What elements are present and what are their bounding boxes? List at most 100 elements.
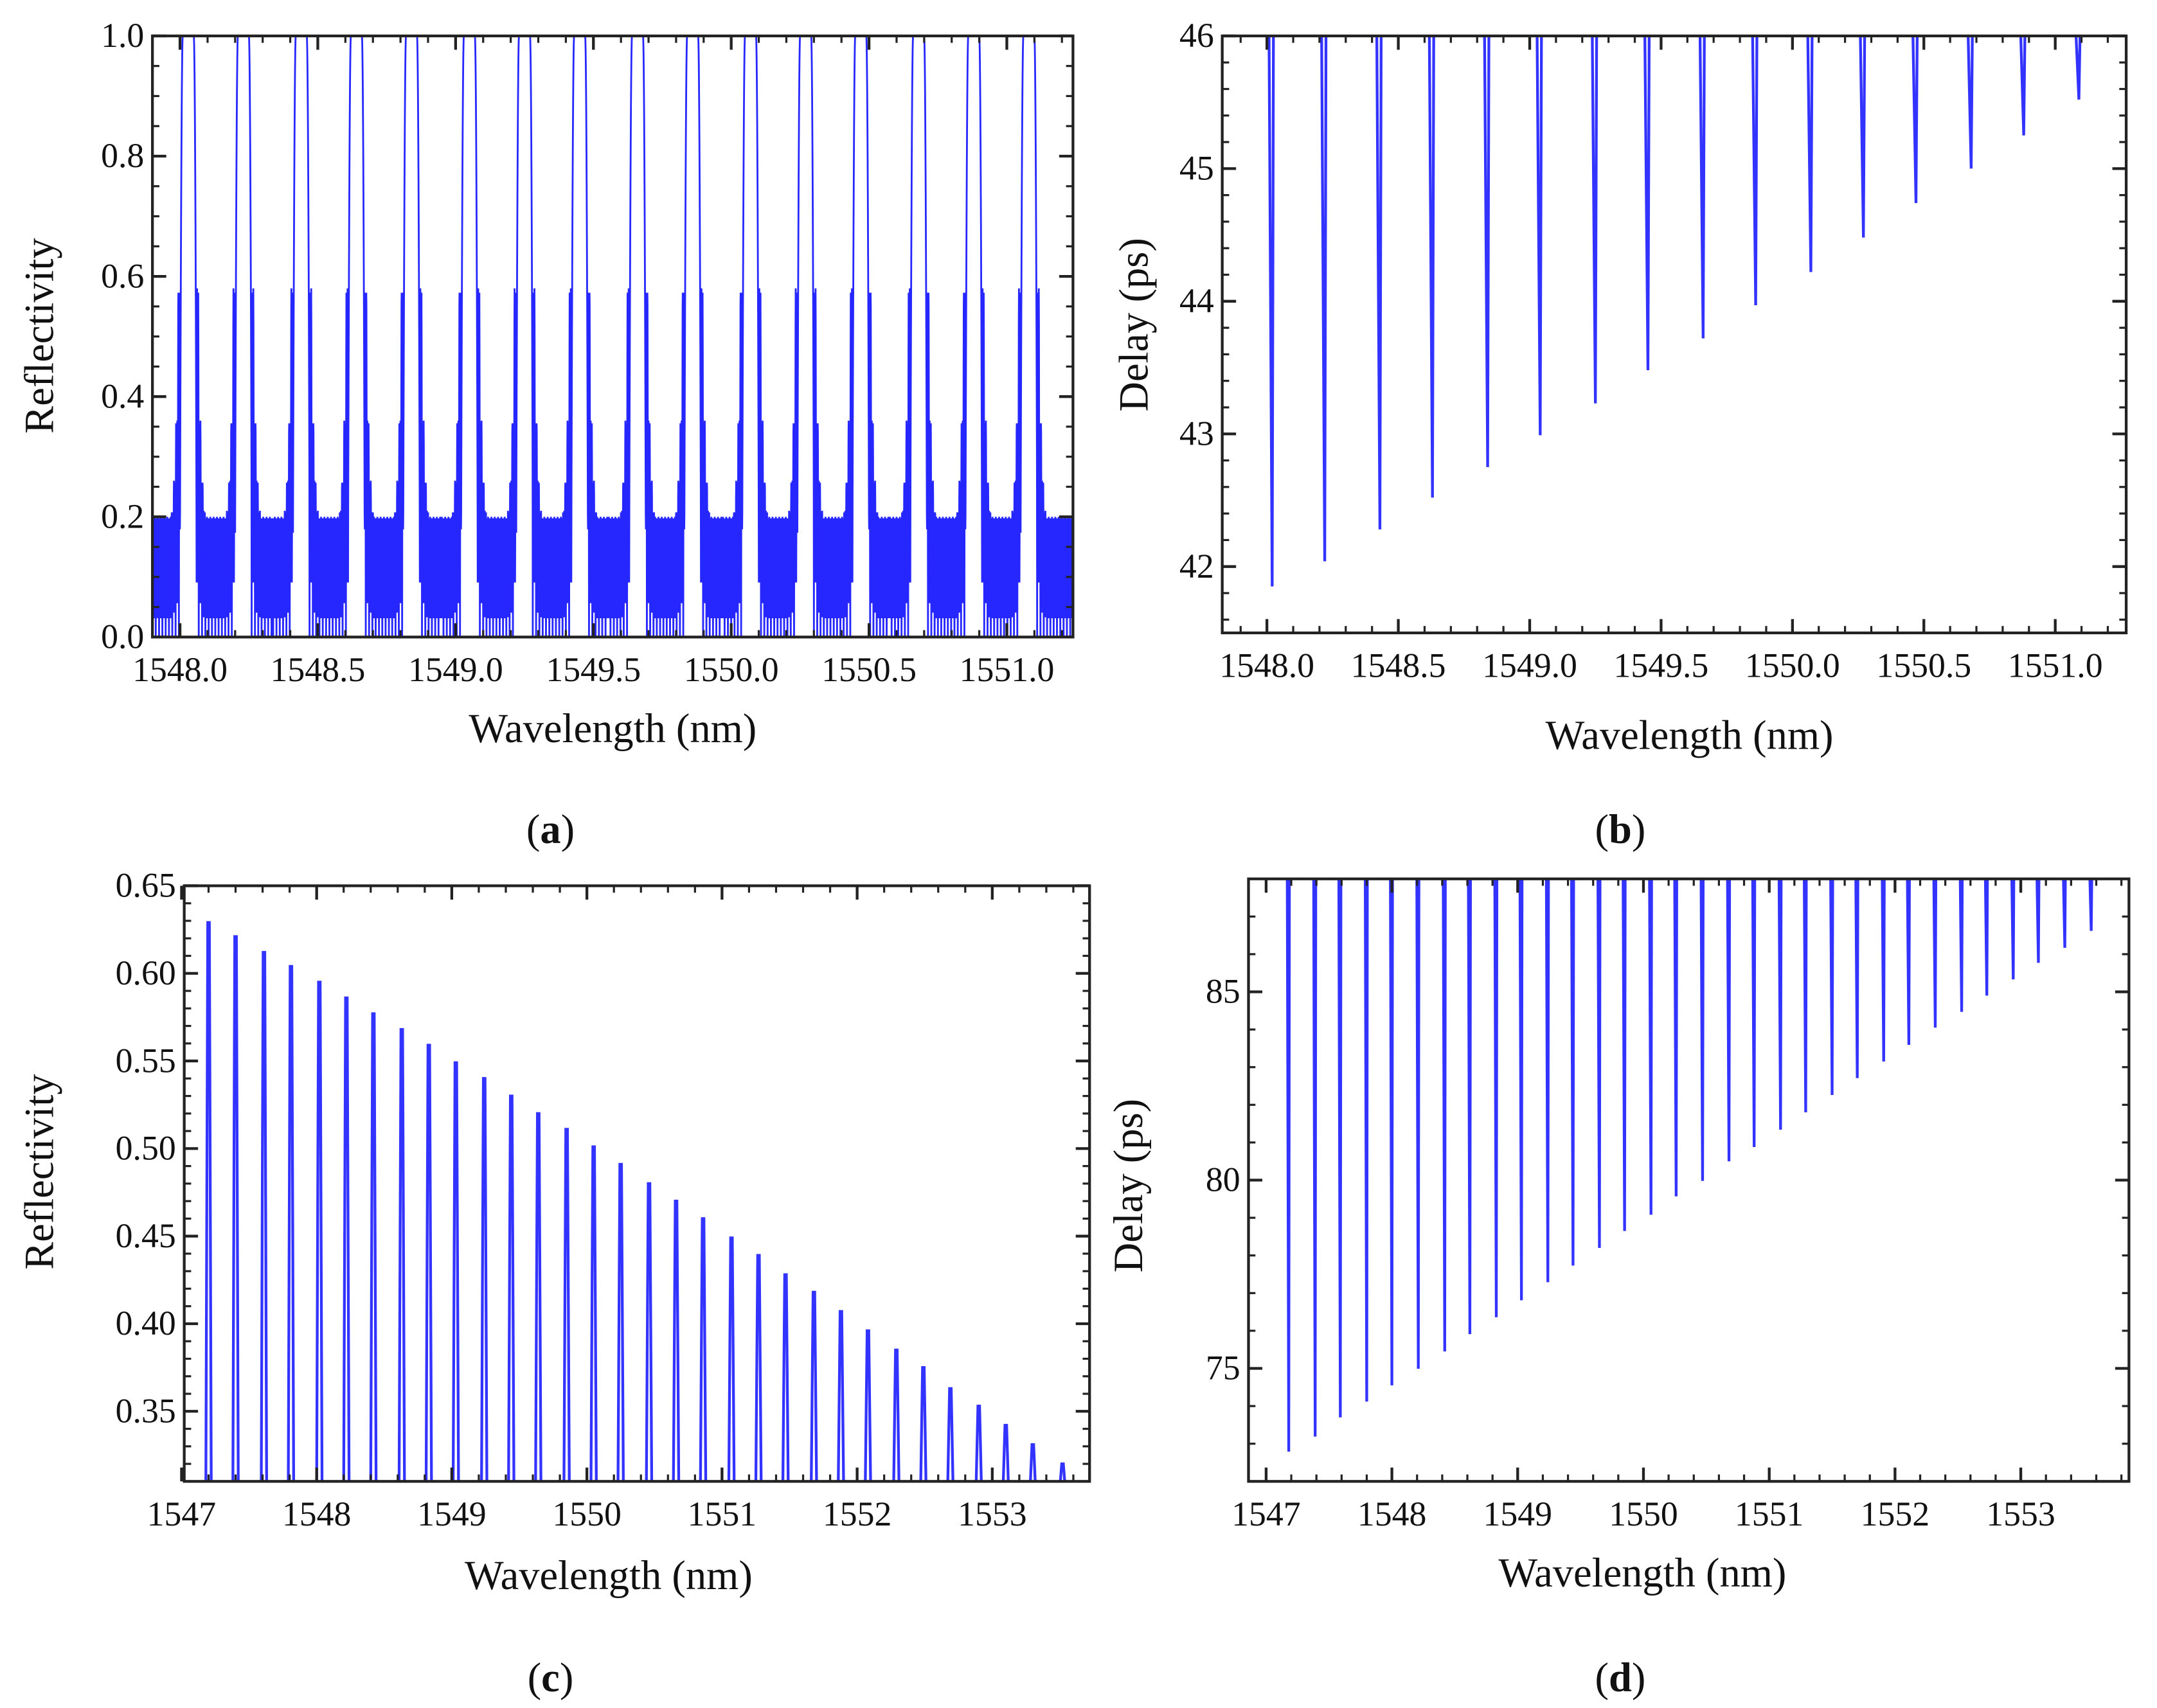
x-axis-label: Wavelength (nm) bbox=[1546, 713, 1834, 758]
panel-label-letter: d bbox=[1609, 1655, 1632, 1700]
x-tick-label: 1550 bbox=[552, 1495, 622, 1533]
reflectivity-peak-8 bbox=[424, 1044, 433, 1482]
x-tick-label: 1548 bbox=[1357, 1495, 1427, 1533]
panel-label-close: ) bbox=[561, 806, 575, 852]
x-tick-label: 1548 bbox=[282, 1495, 352, 1533]
delay-dip-1 bbox=[1320, 35, 1328, 562]
x-tick-label: 1553 bbox=[958, 1495, 1027, 1533]
panel-label: (c) bbox=[528, 1655, 574, 1700]
reflectivity-peak-21 bbox=[781, 1273, 790, 1482]
panel-label-open: ( bbox=[1595, 806, 1609, 852]
y-tick-label: 0.35 bbox=[116, 1391, 176, 1430]
reflectivity-peak-13 bbox=[562, 1128, 571, 1482]
reflectivity-peak-28 bbox=[974, 1404, 983, 1482]
delay-dip-19 bbox=[1777, 878, 1783, 1130]
delay-dip-10 bbox=[1806, 35, 1814, 272]
reflectivity-peak-15 bbox=[616, 1162, 625, 1482]
delay-dip-6 bbox=[1591, 35, 1598, 404]
reflectivity-peak-14 bbox=[589, 1145, 598, 1482]
x-tick-label: 1552 bbox=[823, 1495, 892, 1533]
x-tick-label: 1549.0 bbox=[1482, 646, 1577, 685]
reflectivity-peak-10 bbox=[480, 1077, 488, 1482]
plot-area bbox=[1267, 35, 2082, 587]
delay-dip-31 bbox=[2088, 878, 2093, 931]
delay-dip-17 bbox=[1726, 878, 1732, 1162]
delay-dip-0 bbox=[1267, 35, 1275, 587]
plot-area bbox=[204, 921, 1066, 1482]
reflectivity-peak-31 bbox=[1059, 1462, 1066, 1482]
y-tick-label: 75 bbox=[1206, 1349, 1240, 1387]
delay-dip-11 bbox=[1570, 878, 1575, 1266]
panel-label-open: ( bbox=[1595, 1655, 1609, 1700]
panel-label-close: ) bbox=[1632, 806, 1645, 852]
y-tick-label: 0.2 bbox=[101, 497, 144, 535]
reflectivity-peak-3 bbox=[287, 965, 296, 1482]
y-tick-label: 85 bbox=[1206, 972, 1240, 1011]
plot-area bbox=[1285, 878, 2093, 1452]
delay-dip-14 bbox=[1648, 878, 1653, 1215]
x-tick-label: 1553 bbox=[1986, 1495, 2055, 1533]
delay-dip-13 bbox=[1622, 878, 1627, 1231]
reflectivity-peak-19 bbox=[727, 1236, 736, 1482]
delay-dip-0 bbox=[1285, 878, 1291, 1452]
plot-frame bbox=[1221, 34, 2128, 635]
reflectivity-curve bbox=[152, 35, 1073, 637]
panel-label-letter: c bbox=[541, 1655, 560, 1700]
delay-dip-4 bbox=[1483, 35, 1490, 467]
delay-dip-3 bbox=[1363, 878, 1369, 1402]
delay-dip-24 bbox=[1906, 878, 1911, 1045]
y-tick-label: 0.4 bbox=[101, 377, 144, 415]
reflectivity-peak-29 bbox=[1001, 1423, 1010, 1482]
x-tick-label: 1549 bbox=[1483, 1495, 1553, 1533]
reflectivity-peak-7 bbox=[397, 1027, 406, 1482]
x-tick-label: 1547 bbox=[147, 1495, 216, 1533]
x-axis-label: Wavelength (nm) bbox=[465, 1552, 753, 1598]
x-tick-label: 1548.5 bbox=[1351, 646, 1446, 685]
delay-dip-13 bbox=[1967, 35, 1974, 169]
panel-label: (a) bbox=[526, 806, 575, 852]
x-tick-label: 1552 bbox=[1861, 1495, 1930, 1533]
plot-area bbox=[152, 35, 1073, 637]
panel-label-close: ) bbox=[1632, 1655, 1645, 1700]
y-tick-label: 0.8 bbox=[101, 136, 144, 175]
panel-label-letter: b bbox=[1609, 806, 1632, 852]
panel-d: 1547 1548 1549 1550 1551 1552 1553 75 80 85 Delay … bbox=[1105, 877, 2131, 1700]
y-axis-label: Delay (ps) bbox=[1105, 1099, 1151, 1272]
delay-dip-7 bbox=[1643, 35, 1651, 371]
delay-dip-29 bbox=[2036, 878, 2041, 963]
delay-dip-1 bbox=[1312, 878, 1318, 1437]
delay-dip-9 bbox=[1751, 35, 1759, 306]
delay-dip-2 bbox=[1375, 35, 1383, 529]
panel-label: (d) bbox=[1595, 1655, 1646, 1700]
delay-dip-2 bbox=[1337, 878, 1343, 1418]
x-tick-label: 1549.5 bbox=[546, 650, 641, 689]
reflectivity-peak-2 bbox=[260, 950, 268, 1482]
delay-dip-21 bbox=[1829, 878, 1834, 1096]
delay-dip-3 bbox=[1428, 35, 1435, 498]
x-tick-label: 1549.0 bbox=[408, 650, 503, 689]
panel-c: 1547 1548 1549 1550 1551 1552 1553 0.35 0.40 0.45… bbox=[16, 866, 1091, 1700]
delay-dip-12 bbox=[1911, 35, 1919, 204]
y-tick-label: 43 bbox=[1179, 414, 1214, 452]
delay-dip-6 bbox=[1442, 878, 1447, 1352]
y-tick-label: 0.45 bbox=[116, 1216, 176, 1255]
panel-label-open: ( bbox=[526, 806, 540, 852]
reflectivity-peak-30 bbox=[1029, 1443, 1037, 1482]
y-axis-label: Reflectivity bbox=[16, 1074, 62, 1270]
delay-dip-16 bbox=[1699, 878, 1705, 1181]
x-tick-label: 1551 bbox=[688, 1495, 757, 1533]
reflectivity-peak-6 bbox=[369, 1012, 378, 1482]
x-tick-label: 1548.0 bbox=[132, 650, 228, 689]
y-axis-label: Reflectivity bbox=[16, 238, 62, 434]
reflectivity-peak-4 bbox=[315, 981, 324, 1482]
y-tick-label: 80 bbox=[1206, 1161, 1240, 1199]
reflectivity-peak-22 bbox=[810, 1290, 818, 1482]
delay-dip-8 bbox=[1493, 878, 1499, 1317]
x-tick-label: 1550.0 bbox=[1745, 646, 1840, 685]
reflectivity-peak-16 bbox=[645, 1182, 654, 1482]
y-tick-label: 1.0 bbox=[101, 16, 144, 55]
y-tick-label: 0.6 bbox=[101, 256, 144, 295]
delay-dip-15 bbox=[2074, 35, 2082, 100]
reflectivity-peak-11 bbox=[507, 1094, 515, 1482]
x-tick-label: 1550 bbox=[1609, 1495, 1678, 1533]
